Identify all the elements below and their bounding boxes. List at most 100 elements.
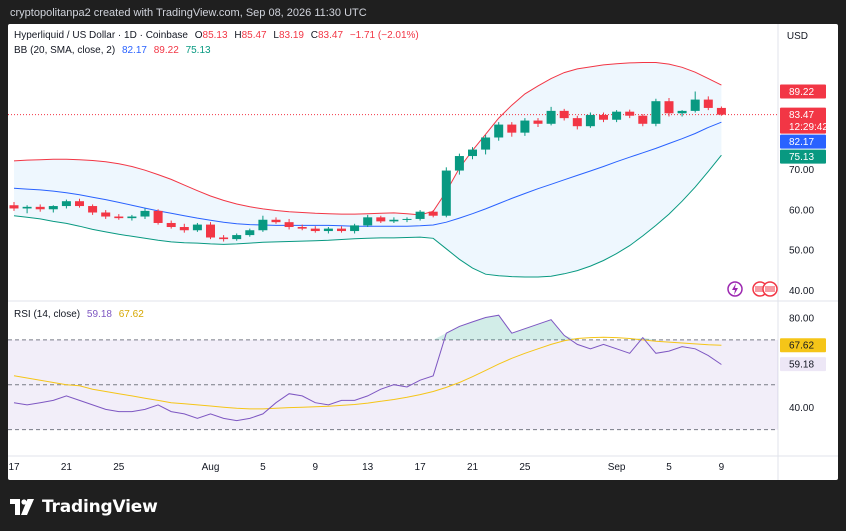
candle-body (389, 219, 399, 222)
candle-down (507, 122, 517, 137)
price-tick-label: 70.00 (789, 165, 814, 176)
candle-body (323, 228, 333, 232)
rsi-price-tag (780, 338, 826, 353)
candle-body (258, 219, 268, 231)
candle-body (206, 224, 215, 238)
open-value: 85.13 (202, 30, 228, 41)
candle-up (192, 222, 202, 232)
candle-body (494, 124, 504, 138)
candle-body (585, 114, 595, 127)
candle-body (703, 99, 713, 108)
candle-body (310, 228, 320, 232)
candle-body (559, 110, 569, 119)
candle-body (625, 111, 635, 116)
candle-body (454, 156, 464, 171)
snapshot-title: cryptopolitanpa2 created with TradingVie… (10, 7, 367, 19)
candle-up (690, 91, 700, 113)
candle-down (284, 218, 294, 230)
rsi-ma-value: 67.62 (118, 309, 144, 320)
rsi-value: 59.18 (86, 309, 112, 320)
rsi-price-tag (780, 357, 826, 372)
candle-down (703, 96, 713, 111)
candle-body (88, 206, 98, 213)
candle-body (520, 120, 530, 133)
candle-body (297, 227, 307, 229)
candle-body (284, 222, 294, 228)
price-tag-label: 75.13 (789, 152, 814, 163)
candle-body (127, 216, 137, 219)
rsi-ma-line (13, 336, 722, 410)
bb-band-fill (14, 62, 722, 278)
bb-lower-value: 75.13 (185, 45, 211, 56)
close-value: 83.47 (318, 30, 344, 41)
time-tick-label: 13 (362, 462, 374, 473)
chart-canvas[interactable]: 40.0050.0060.0070.0089.2283.4712:29:4282… (8, 24, 838, 480)
bb-upper-line (13, 62, 722, 216)
candle-up (585, 112, 595, 128)
bb-lower-line (13, 154, 722, 278)
candle-up (520, 118, 530, 136)
candle-down (271, 217, 281, 224)
candle-body (101, 212, 111, 217)
candle-body (140, 210, 150, 217)
candle-body (716, 107, 726, 115)
candle-down (206, 222, 215, 240)
rsi-legend[interactable]: RSI (14, close) 59.18 67.62 (14, 309, 144, 320)
candle-up (22, 205, 32, 214)
candle-down (625, 109, 635, 119)
price-tag (780, 107, 826, 134)
candle-up (454, 153, 464, 175)
candle-up (468, 147, 477, 160)
candle-up (61, 199, 71, 209)
candle-down (572, 115, 582, 130)
candle-body (245, 230, 255, 236)
candle-body (481, 137, 491, 150)
time-tick-label: 9 (313, 462, 319, 473)
lightning-bolt-icon (732, 283, 738, 295)
rsi-overbought-fill (433, 315, 656, 340)
candle-body (533, 120, 543, 124)
candle-body (114, 216, 124, 219)
candle-down (166, 220, 176, 229)
time-tick-label: 17 (415, 462, 427, 473)
footer-brand[interactable]: TradingView (10, 494, 158, 520)
candle-down (599, 112, 608, 123)
candle-body (572, 118, 582, 127)
candle-up (48, 205, 58, 213)
price-tick-label: 60.00 (789, 205, 814, 216)
rsi-price-tag-label: 59.18 (789, 360, 814, 371)
candle-up (245, 228, 255, 237)
time-tick-label: 25 (519, 462, 531, 473)
candle-up (350, 223, 360, 234)
candle-up (546, 106, 556, 126)
rsi-name: RSI (14, close) (14, 309, 81, 320)
symbol-legend: Hyperliquid / US Dollar · 1D · Coinbase … (14, 30, 419, 41)
candle-body (9, 205, 19, 209)
candle-body (599, 114, 608, 120)
candle-up (415, 210, 425, 221)
bb-upper-value: 89.22 (153, 45, 179, 56)
candle-down (559, 108, 569, 121)
candle-down (35, 204, 45, 212)
candle-body (664, 101, 674, 114)
time-tick-label: 5 (260, 462, 266, 473)
candle-body (363, 217, 373, 226)
bb-legend[interactable]: BB (20, SMA, close, 2) 82.17 89.22 75.13 (14, 45, 211, 56)
brand-name: TradingView (42, 497, 158, 517)
candle-body (75, 201, 84, 207)
currency-label[interactable]: USD (786, 31, 808, 42)
candle-body (415, 211, 425, 219)
candle-down (664, 97, 674, 117)
candle-down (179, 223, 189, 233)
candle-body (677, 110, 687, 114)
candle-up (363, 214, 373, 228)
candle-up (441, 167, 451, 218)
candle-body (428, 211, 438, 216)
high-value: 85.47 (241, 30, 267, 41)
candle-up (481, 135, 491, 155)
candle-body (441, 170, 451, 216)
candle-body (48, 206, 58, 210)
candle-body (35, 206, 45, 210)
candle-down (428, 210, 438, 218)
candle-down (310, 226, 320, 233)
